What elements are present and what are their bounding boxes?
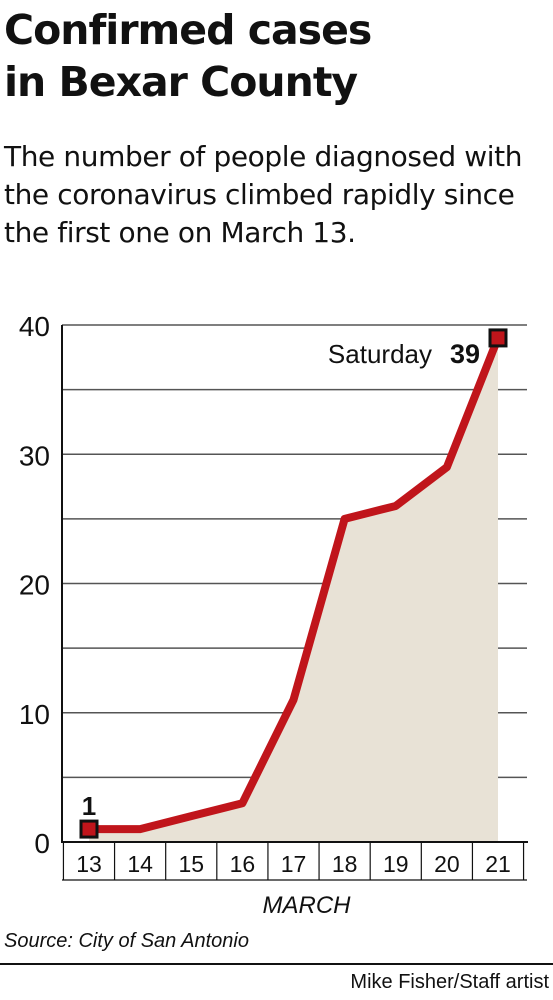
x-axis-label: MARCH [263, 892, 352, 919]
x-tick-label: 14 [127, 851, 153, 877]
source-note: Source: City of San Antonio [4, 930, 249, 952]
artist-credit: Mike Fisher/Staff artist [350, 971, 549, 993]
axis-layer [61, 325, 528, 881]
y-tick-label: 10 [19, 699, 50, 730]
last-point-label: Saturday [328, 339, 432, 369]
x-tick-label: 15 [178, 851, 204, 877]
y-tick-label: 30 [19, 440, 50, 471]
x-tick-label: 21 [485, 851, 511, 877]
x-tick-label: 17 [281, 851, 307, 877]
y-tick-label: 20 [19, 570, 50, 601]
area-layer [89, 337, 498, 842]
x-tick-label: 13 [76, 851, 102, 877]
y-tick-label: 0 [34, 828, 50, 859]
series-area [89, 337, 498, 842]
footer-divider [0, 963, 553, 965]
first-value-label: 1 [82, 791, 96, 821]
x-tick-label: 19 [383, 851, 409, 877]
first-point-marker [79, 819, 99, 839]
y-tick-label: 40 [19, 311, 50, 342]
line-chart: 0 10 20 30 40 13 14 15 16 17 18 19 20 21 MARCH 1 39 Satur… [19, 311, 528, 919]
line-layer [79, 328, 508, 839]
chart-subtitle: The number of people diagnosed with the … [4, 140, 523, 249]
last-value-label: 39 [450, 339, 480, 369]
x-tick-label: 16 [230, 851, 256, 877]
x-tick-label: 18 [332, 851, 358, 877]
chart-title: Confirmed cases in Bexar County [4, 4, 549, 108]
series-line [85, 333, 502, 834]
last-point-marker [488, 328, 508, 348]
title-line-1: Confirmed cases [4, 6, 372, 54]
title-line-2: in Bexar County [4, 58, 358, 106]
label-layer: 0 10 20 30 40 13 14 15 16 17 18 19 20 21 MARCH 1 39 Satur… [19, 311, 511, 919]
x-tick-label: 20 [434, 851, 460, 877]
